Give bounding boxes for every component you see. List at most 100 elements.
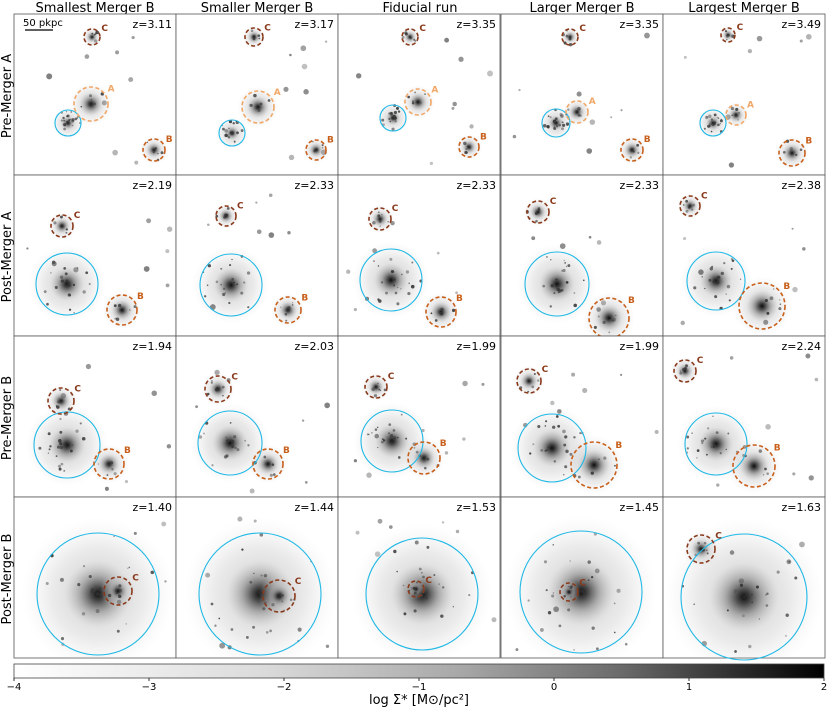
star-particle xyxy=(125,623,127,625)
main-halo-circle xyxy=(35,252,99,316)
star-particle xyxy=(731,259,735,262)
halo-c-circle xyxy=(50,214,74,238)
star-particle xyxy=(715,280,719,284)
star-particle xyxy=(106,474,109,477)
star-particle xyxy=(71,124,74,127)
star-particle xyxy=(549,305,552,308)
star-clump xyxy=(462,380,468,387)
star-particle xyxy=(85,271,89,275)
star-particle xyxy=(637,151,640,154)
star-particle xyxy=(388,118,391,120)
halo-c-circle xyxy=(215,205,237,227)
star-particle xyxy=(395,106,399,110)
star-particle xyxy=(555,278,558,281)
star-particle xyxy=(553,292,556,295)
density-core xyxy=(562,585,576,599)
star-particle xyxy=(707,427,710,430)
density-core xyxy=(700,265,732,297)
star-particle xyxy=(127,567,129,569)
column-title: Largest Merger B xyxy=(688,1,800,16)
halo-b-circle xyxy=(106,294,138,326)
star-particle xyxy=(228,301,231,305)
star-particle xyxy=(713,444,717,448)
redshift-label: z=2.03 xyxy=(295,340,334,353)
star-particle xyxy=(587,579,590,582)
halo-b-label: B xyxy=(783,282,790,292)
star-particle xyxy=(794,576,798,580)
density-map xyxy=(190,369,331,494)
density-core xyxy=(677,363,693,379)
star-particle xyxy=(543,560,548,564)
star-particle xyxy=(69,118,72,121)
star-particle xyxy=(579,114,582,118)
star-particle xyxy=(111,468,114,471)
star-particle xyxy=(719,123,721,125)
halo-b-label: B xyxy=(774,443,781,453)
star-particle xyxy=(218,617,221,620)
star-clump xyxy=(166,444,172,449)
star-particle xyxy=(107,593,112,598)
star-clump xyxy=(268,193,273,198)
star-particle xyxy=(579,432,582,435)
star-particle xyxy=(685,199,689,203)
star-particle xyxy=(389,120,392,123)
star-particle xyxy=(224,129,228,133)
star-clump xyxy=(792,472,796,476)
halo-b-circle xyxy=(458,136,480,158)
star-particle xyxy=(220,267,223,270)
star-clump xyxy=(81,612,86,616)
star-particle xyxy=(405,437,408,440)
star-particle xyxy=(373,394,378,398)
star-particle xyxy=(88,282,91,286)
star-particle xyxy=(150,570,155,575)
star-particle xyxy=(397,436,399,439)
density-map xyxy=(677,193,806,336)
density-core xyxy=(372,211,388,227)
density-map xyxy=(183,516,337,658)
star-particle xyxy=(556,287,560,292)
star-clump xyxy=(324,40,328,43)
star-particle xyxy=(221,385,225,389)
star-particle xyxy=(442,586,445,589)
star-particle xyxy=(708,114,712,118)
star-particle xyxy=(420,101,422,104)
star-clump xyxy=(128,77,134,83)
star-particle xyxy=(231,442,234,446)
star-particle xyxy=(226,206,230,210)
star-particle xyxy=(226,439,229,442)
halo-c-circle xyxy=(679,195,701,217)
star-clump xyxy=(124,480,129,484)
star-clump xyxy=(487,70,494,77)
star-particle xyxy=(723,261,726,265)
star-particle xyxy=(685,209,689,213)
star-particle xyxy=(109,461,114,465)
density-map xyxy=(46,26,169,165)
star-particle xyxy=(550,284,554,288)
star-particle xyxy=(232,122,235,125)
star-particle xyxy=(396,570,398,573)
density-core xyxy=(212,425,248,461)
halo-a-circle xyxy=(725,104,747,126)
main-halo-circle xyxy=(360,409,424,473)
star-clump xyxy=(85,363,92,370)
panel-grid: A B C z=3.11 A B C z=3.17 A B C z=3.35 A B C z=3.35 A B C z… xyxy=(13,13,826,661)
star-particle xyxy=(708,278,712,282)
star-particle xyxy=(401,273,403,276)
star-particle xyxy=(391,127,395,131)
star-particle xyxy=(59,400,62,402)
star-particle xyxy=(577,113,581,117)
star-particle xyxy=(560,288,564,292)
halo-b-circle xyxy=(142,138,166,162)
star-clump xyxy=(567,608,571,612)
star-clump xyxy=(95,609,100,614)
star-particle xyxy=(577,475,581,479)
star-particle xyxy=(59,430,63,434)
star-particle xyxy=(236,131,239,135)
star-clump xyxy=(550,400,555,406)
panel: A B C z=3.35 xyxy=(337,13,501,176)
star-clump xyxy=(784,634,788,637)
star-particle xyxy=(573,291,576,294)
density-map xyxy=(504,515,658,658)
star-clump xyxy=(131,35,135,40)
star-particle xyxy=(542,123,547,128)
